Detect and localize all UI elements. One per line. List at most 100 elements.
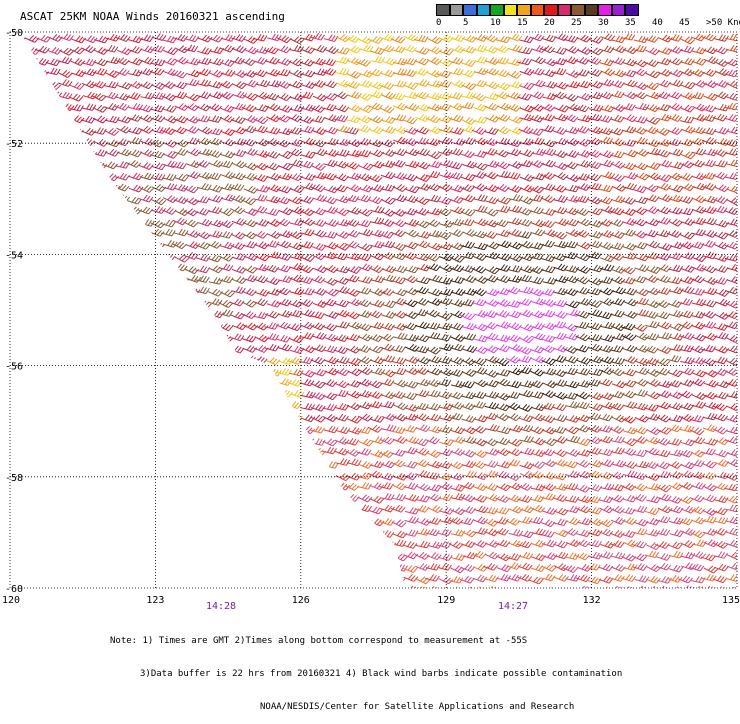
wind-barb [69,356,85,365]
wind-barb [379,230,394,239]
wind-barb-shape [333,346,349,355]
wind-barb-shape [264,240,280,248]
wind-barb [197,126,213,135]
wind-barb-shape [471,265,487,274]
wind-barb-shape [702,46,718,55]
wind-barb [277,127,293,136]
wind-barb-shape [426,390,441,398]
wind-barb-shape [448,92,463,100]
wind-barb-shape [20,461,28,470]
wind-barb-shape [356,125,372,133]
wind-barb [368,265,384,274]
wind-barb-shape [162,139,178,148]
wind-barb-shape [600,68,616,76]
wind-barb-shape [208,195,224,203]
wind-barb-shape [655,461,671,470]
wind-barb [690,449,706,458]
wind-barb [322,172,337,181]
wind-barb [519,149,535,158]
wind-barb [679,116,695,124]
wind-barb [599,366,615,375]
wind-barb [82,253,98,262]
wind-barb [381,126,397,134]
wind-barb-shape [541,139,557,148]
wind-barb-shape [126,217,142,225]
wind-barb [25,183,40,191]
wind-barb-shape [450,299,466,308]
wind-barb [508,194,523,202]
wind-barb [645,473,661,481]
wind-barb [701,104,717,113]
wind-barb [323,206,339,214]
wind-barb-shape [232,322,247,331]
wind-barb [404,185,420,194]
wind-barb [139,34,154,42]
wind-barb-shape [667,127,683,136]
wind-barb-shape [127,126,143,135]
wind-barb [702,424,718,433]
wind-barb-shape [668,470,683,479]
wind-barb-shape [287,449,303,458]
wind-barb [254,334,270,343]
wind-barb [438,402,454,411]
wind-barb [346,45,362,54]
wind-barb [517,207,533,216]
wind-barb-shape [172,310,187,319]
wind-barb-shape [36,483,52,492]
wind-barb-shape [104,218,120,227]
wind-barb-shape [725,300,737,309]
wind-barb-shape [587,68,603,77]
wind-barb [229,355,245,364]
wind-barb-shape [725,33,737,42]
wind-barb [334,104,350,113]
wind-barb [634,288,650,297]
wind-barb [726,403,737,412]
wind-barb [622,46,638,55]
wind-barb-shape [57,356,73,365]
wind-barb-shape [600,33,616,42]
wind-barb [381,265,397,274]
wind-barb [483,208,499,217]
wind-barb [714,311,730,320]
wind-barb-shape [667,57,683,66]
wind-barb [701,182,717,191]
wind-barb [404,436,420,445]
wind-barb-shape [494,184,510,192]
wind-barb-shape [356,345,371,353]
wind-barb [264,414,280,423]
wind-barb [621,125,637,134]
wind-barb [197,183,212,191]
wind-barb-shape [149,228,165,237]
wind-barb-shape [323,34,339,43]
wind-barb-shape [334,242,350,251]
wind-barb [47,138,63,147]
wind-barb-shape [220,289,235,298]
wind-barb [48,389,63,398]
wind-barb [690,159,705,168]
wind-barb-shape [679,45,695,54]
wind-barb [160,368,176,376]
wind-barb [599,264,615,272]
wind-barb-shape [69,309,85,318]
wind-barb-shape [36,287,51,296]
wind-barb [253,311,268,320]
wind-barb [677,390,693,399]
wind-barb-shape [312,300,328,308]
wind-barb-shape [194,207,210,216]
wind-barb-shape [565,80,581,89]
wind-barb-shape [667,102,683,111]
wind-barb [105,381,121,390]
wind-barb [507,265,523,273]
wind-barb [310,322,326,331]
wind-barb [243,425,258,434]
wind-barb [367,174,383,183]
wind-barb-shape [36,333,52,342]
wind-barb [712,205,728,214]
wind-barb [484,266,500,275]
wind-barb-shape [207,115,223,123]
wind-barb-shape [520,447,535,456]
wind-barb-shape [276,45,292,54]
wind-barb [425,379,441,387]
wind-barb-shape [381,311,397,319]
wind-barb [413,34,429,43]
